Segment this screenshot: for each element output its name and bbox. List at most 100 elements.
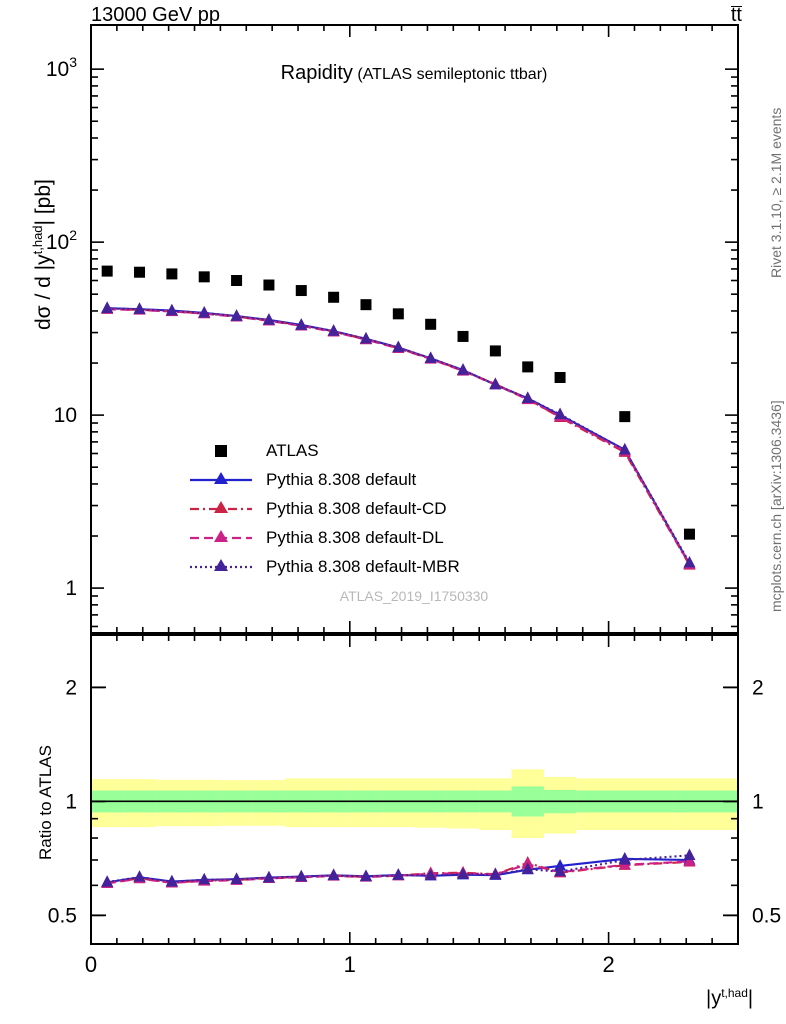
legend-key-4	[190, 558, 252, 571]
series-marker-main	[327, 324, 340, 336]
series-marker-main	[521, 391, 534, 403]
legend-label: Pythia 8.308 default-CD	[266, 498, 447, 518]
y-tick-label-main: 1	[65, 577, 77, 600]
y-tick-label-ratio-right: 1	[752, 790, 764, 813]
atlas-marker-main	[457, 330, 469, 342]
header-beam-label: 13000 GeV pp	[91, 4, 220, 26]
series-marker-ratio	[133, 870, 146, 882]
atlas-marker-main	[231, 275, 243, 287]
atlas-marker-main	[295, 285, 307, 297]
series-marker-ratio	[489, 867, 502, 880]
atlas-marker-main	[263, 279, 275, 291]
y-axis-label-main: dσ / d |yt,had| [pb]	[30, 179, 56, 330]
legend-key-2	[190, 500, 252, 513]
atlas-marker-main	[101, 265, 113, 277]
legend-label: ATLAS	[266, 440, 319, 460]
series-marker-ratio	[165, 875, 178, 887]
legend-label: Pythia 8.308 default-MBR	[266, 556, 460, 576]
legend-item[interactable]: Pythia 8.308 default-CD	[188, 494, 460, 523]
header-process-label: tt	[730, 4, 742, 27]
series-marker-main	[133, 302, 146, 314]
atlas-marker-main	[489, 345, 501, 357]
x-axis-label-sup: t,had	[721, 986, 748, 1000]
series-marker-main	[392, 340, 405, 353]
atlas-marker-main	[134, 266, 146, 278]
y-tick-label-main: 10	[54, 404, 77, 427]
series-marker-main	[295, 318, 308, 330]
legend-key-3	[190, 529, 252, 542]
series-marker-ratio	[295, 869, 308, 882]
side-label-rivet: Rivet 3.1.10, ≥ 2.1M events	[768, 107, 784, 278]
y-tick-label-main: 103	[46, 54, 77, 81]
series-marker-main	[489, 377, 502, 390]
series-marker-main	[101, 301, 114, 314]
series-marker-main	[262, 313, 275, 325]
legend-key-0	[215, 444, 227, 457]
y-tick-label-ratio: 2	[65, 676, 77, 699]
series-marker-main	[165, 303, 178, 316]
series-marker-main	[230, 309, 243, 321]
legend-item[interactable]: Pythia 8.308 default-DL	[188, 523, 460, 552]
series-marker-main	[198, 306, 211, 318]
atlas-marker-main	[328, 291, 340, 303]
x-tick-label: 0	[85, 952, 97, 977]
series-marker-ratio	[683, 854, 696, 867]
series-marker-ratio	[424, 868, 437, 881]
series-marker-ratio	[521, 862, 534, 874]
x-axis-label: |yt,had|	[706, 986, 753, 1011]
ratio-panel-frame	[90, 634, 739, 945]
y-tick-label-ratio-right: 0.5	[752, 904, 781, 927]
series-marker-main	[359, 332, 372, 344]
y-tick-label-ratio: 1	[65, 790, 77, 813]
legend-item[interactable]: Pythia 8.308 default-MBR	[188, 552, 460, 581]
side-label-mcplots: mcplots.cern.ch [arXiv:1306.3436]	[768, 400, 784, 612]
series-marker-ratio	[327, 868, 340, 881]
y-axis-label-ratio: Ratio to ATLAS	[36, 745, 55, 860]
y-tick-label-ratio-right: 2	[752, 676, 764, 699]
atlas-marker-main	[425, 318, 437, 330]
atlas-marker-main	[554, 371, 566, 383]
y-axis-label-post: | [pb]	[32, 179, 55, 226]
series-marker-ratio	[554, 864, 567, 877]
series-marker-ratio	[198, 872, 211, 885]
series-marker-main	[457, 363, 470, 375]
legend-item[interactable]: ATLAS	[188, 436, 460, 465]
series-marker-ratio	[359, 869, 372, 882]
atlas-marker-main	[619, 411, 631, 423]
series-marker-main	[618, 443, 631, 455]
y-axis-label-sup: t,had	[30, 225, 45, 255]
series-marker-ratio	[230, 872, 243, 885]
series-marker-ratio	[101, 875, 114, 887]
x-tick-label: 2	[602, 952, 614, 977]
x-axis-label-post: |	[747, 987, 754, 1010]
legend-label: Pythia 8.308 default	[266, 469, 417, 489]
x-tick-label: 1	[344, 952, 356, 977]
legend-label: Pythia 8.308 default-DL	[266, 527, 444, 547]
y-axis-label-pre: dσ / d |y	[32, 254, 55, 330]
series-marker-ratio	[683, 848, 696, 860]
series-marker-main	[554, 407, 567, 419]
series-marker-ratio	[618, 853, 631, 865]
legend-item[interactable]: Pythia 8.308 default	[188, 465, 460, 494]
ttbar-label: tt	[730, 4, 742, 26]
series-marker-ratio	[392, 868, 405, 880]
atlas-marker-main	[683, 528, 695, 540]
series-marker-main	[683, 555, 696, 568]
atlas-marker-main	[360, 299, 372, 311]
legend-key-1	[190, 471, 252, 484]
plot-title-main: Rapidity	[280, 62, 353, 84]
series-marker-ratio	[262, 871, 275, 883]
analysis-watermark: ATLAS_2019_I1750330	[339, 588, 489, 604]
atlas-marker-main	[198, 271, 210, 283]
x-axis-label-pre: |y	[706, 987, 722, 1010]
plot-title-sub: (ATLAS semileptonic ttbar)	[357, 66, 548, 83]
y-tick-label-ratio: 0.5	[48, 904, 77, 927]
atlas-marker-main	[392, 308, 404, 320]
atlas-marker-main	[522, 361, 534, 373]
atlas-marker-main	[166, 268, 178, 280]
legend: ATLAS Pythia 8.308 default Pythia 8.308 de…	[188, 436, 460, 581]
main-panel-frame	[90, 24, 739, 634]
series-marker-ratio	[457, 867, 470, 879]
